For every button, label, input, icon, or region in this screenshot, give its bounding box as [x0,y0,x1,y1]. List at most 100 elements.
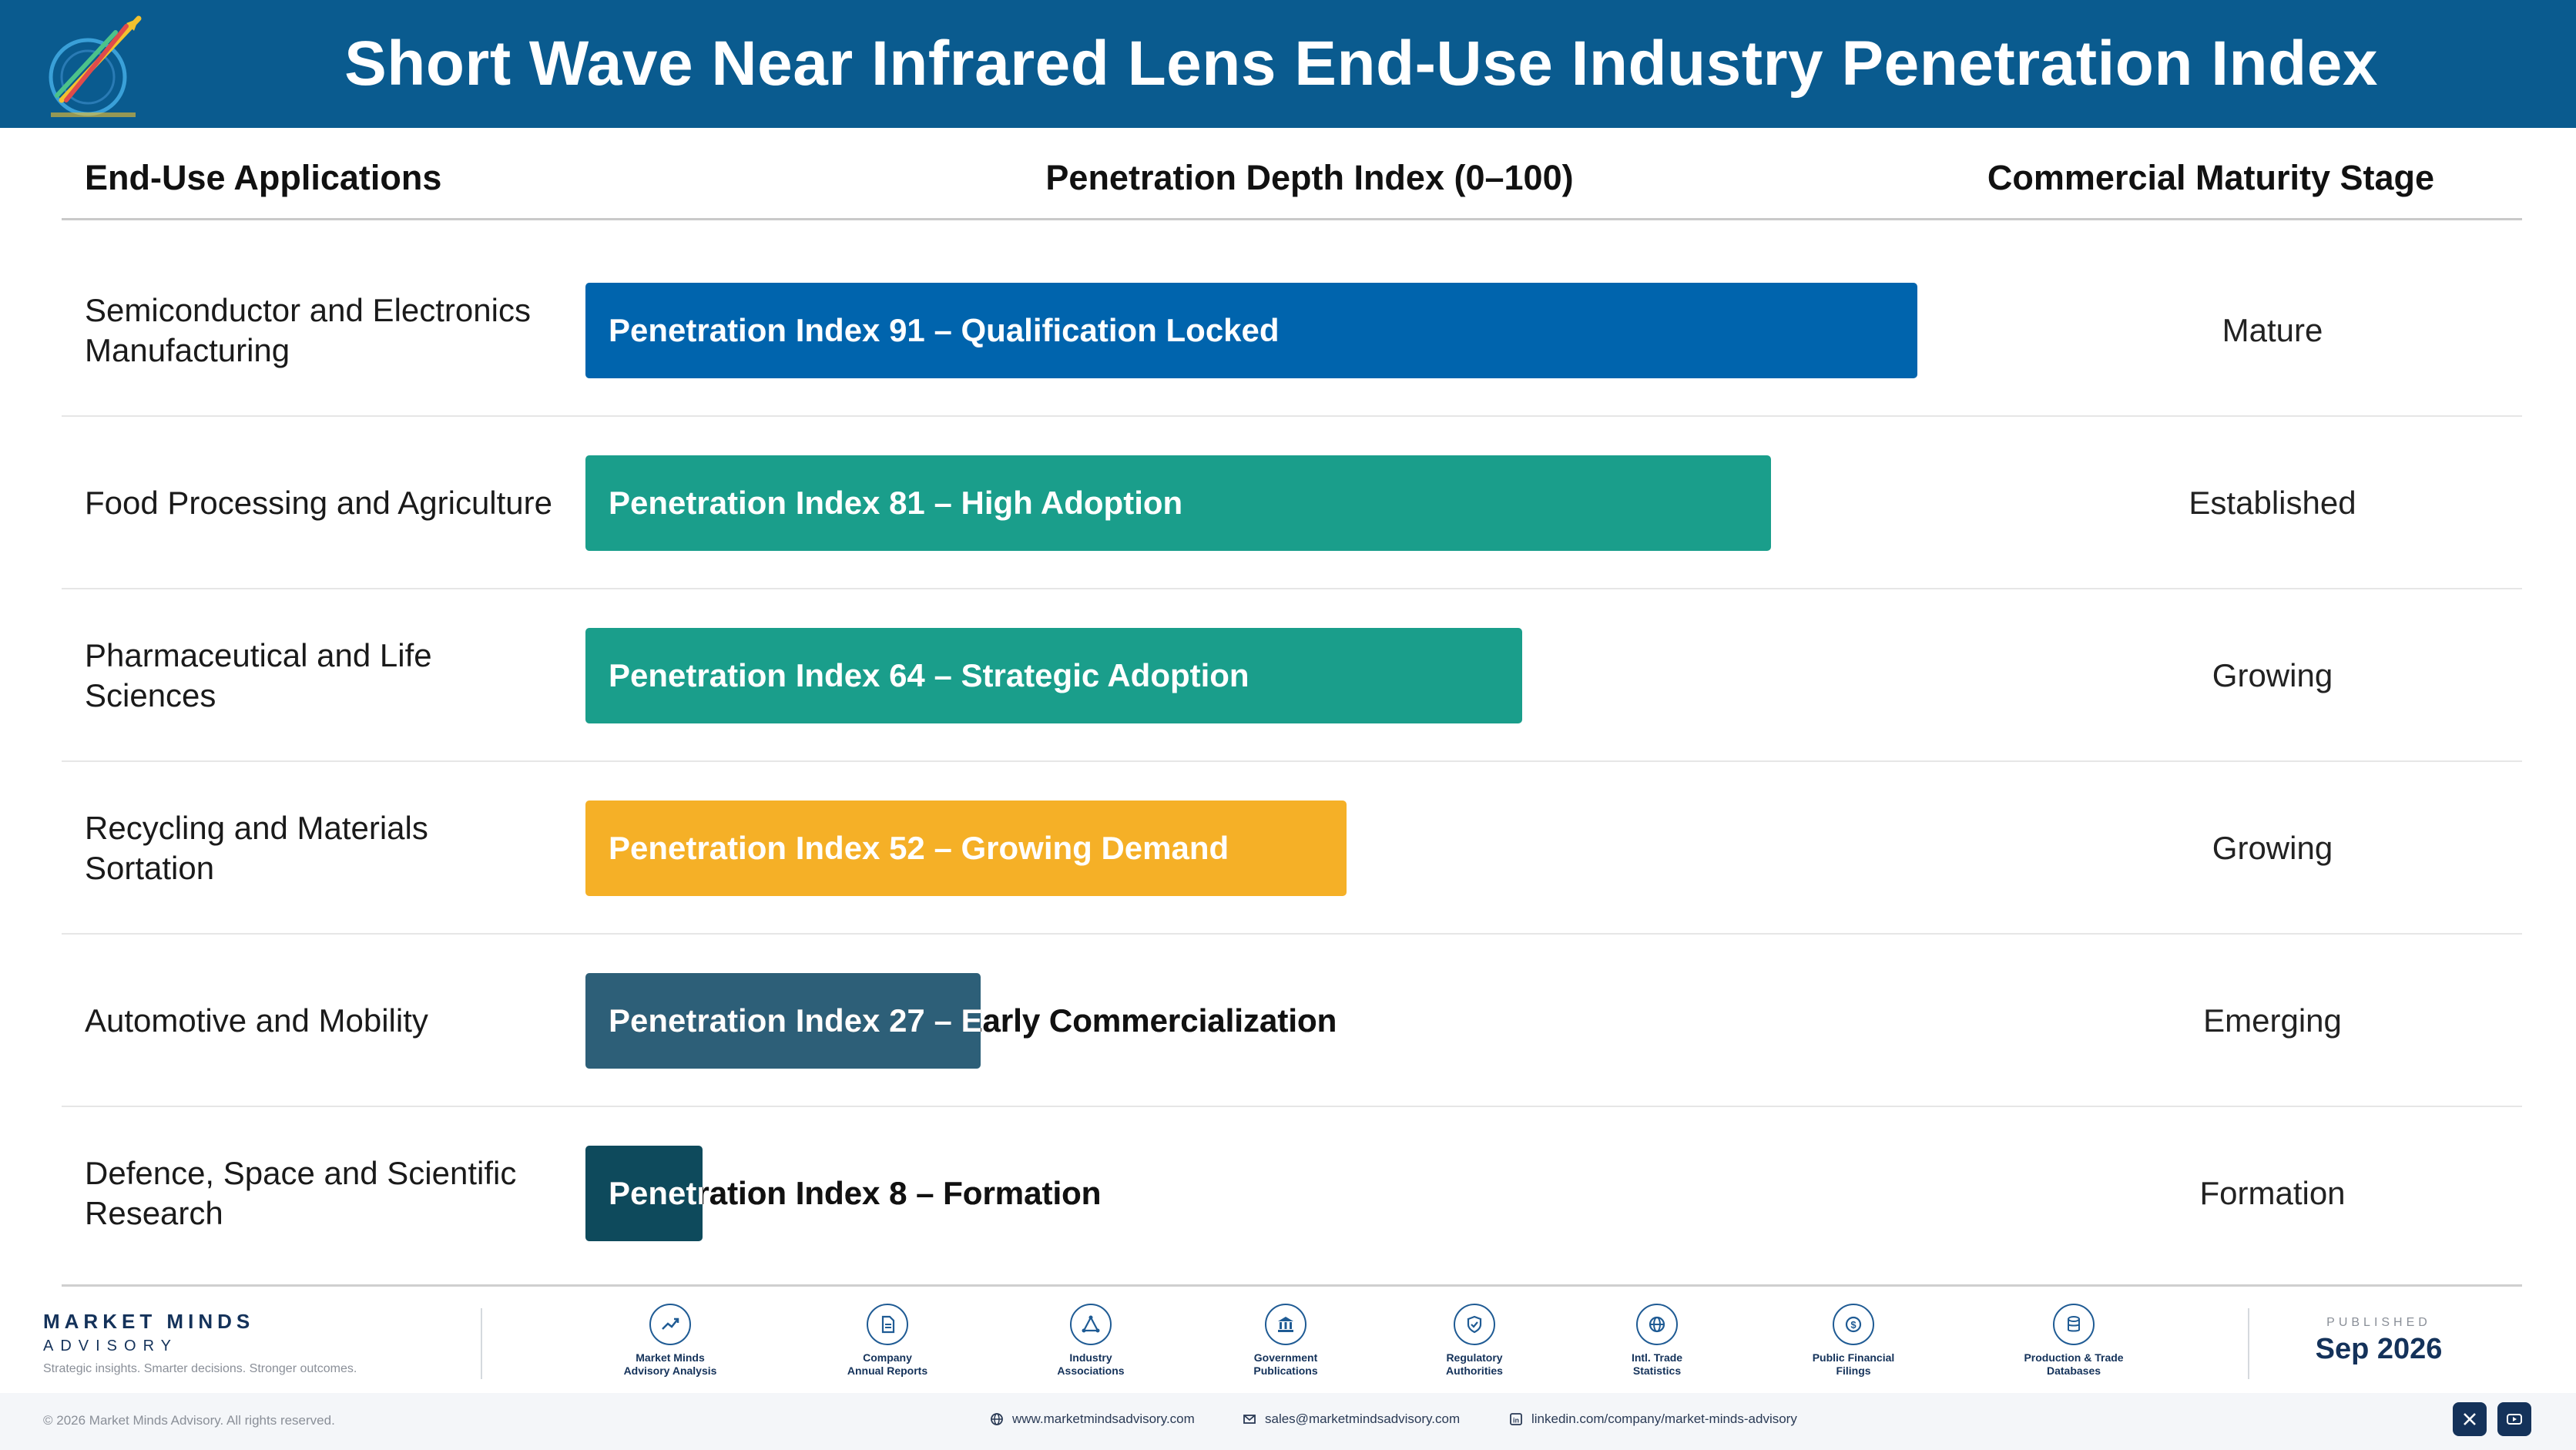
penetration-bar [585,628,1522,723]
website-link[interactable]: www.marketmindsadvisory.com [989,1411,1195,1427]
email-link[interactable]: sales@marketmindsadvisory.com [1242,1411,1460,1427]
source-label: Authorities [1446,1364,1503,1377]
bar-data-label: Penetration Index 81 – High Adoption [609,485,1183,521]
footer: MARKET MINDS ADVISORY Strategic insights… [0,1293,2576,1450]
maturity-stage-label: Established [2189,485,2356,521]
svg-text:$: $ [1850,1319,1857,1331]
source-label: Company [863,1351,912,1364]
trend-chart-icon [649,1304,691,1345]
dollar-coin-icon: $ [1833,1304,1874,1345]
website-text[interactable]: www.marketmindsadvisory.com [1012,1411,1195,1426]
bar-data-label: Penetration Index 91 – Qualification Loc… [609,312,1280,348]
globe-icon [1636,1304,1678,1345]
published-date: Sep 2026 [2315,1333,2443,1365]
footer-divider-left [481,1308,482,1379]
source-item: Industry Associations [1014,1304,1168,1378]
network-icon [1070,1304,1112,1345]
source-item: Company Annual Reports [810,1304,964,1378]
bar-data-label-overlay: Penetration Index 27 – Early Commerciali… [585,973,981,1069]
source-item: $ Public Financial Filings [1776,1304,1930,1378]
source-label: Market Minds [636,1351,705,1364]
source-item: Intl. Trade Statistics [1580,1304,1734,1378]
row-divider [62,1106,2522,1107]
chart-row: Defence, Space and Scientific Research Pe… [62,1107,2522,1280]
maturity-stage-label: Growing [2212,830,2333,866]
source-label: Intl. Trade [1631,1351,1683,1364]
source-item: Government Publications [1209,1304,1363,1378]
bar-data-label-inner: Penetration Index 8 – Formation [609,1175,703,1211]
published-label: PUBLISHED [2326,1316,2431,1329]
penetration-bar [585,455,1771,551]
column-header-applications: End-Use Applications [85,158,442,197]
penetration-bar [585,973,981,1069]
source-label: Industry [1069,1351,1112,1364]
linkedin-icon: in [1510,1413,1522,1425]
bar-data-label: Penetration Index 27 – Early Commerciali… [609,1002,1337,1039]
maturity-stage-label: Growing [2212,657,2333,693]
source-label: Advisory Analysis [623,1364,717,1377]
penetration-bar [585,801,1347,896]
x-icon [2464,1413,2476,1425]
chart-row: Recycling and Materials Sortation Penetra… [62,762,2522,935]
copyright-text: © 2026 Market Minds Advisory. All rights… [43,1413,335,1428]
source-item: Regulatory Authorities [1397,1304,1551,1378]
source-label: Production & Trade [2024,1351,2124,1364]
source-label: Publications [1253,1364,1318,1377]
application-label: Automotive and Mobility [85,1002,428,1039]
source-label: Statistics [1632,1364,1682,1377]
row-divider [62,760,2522,762]
row-divider [62,415,2522,417]
source-label: Filings [1836,1364,1871,1377]
application-label: Defence, Space and Scientific Research [85,1155,517,1231]
mail-icon [1243,1415,1256,1424]
penetration-bar [585,283,1917,378]
source-label: Associations [1057,1364,1125,1377]
linkedin-link[interactable]: in linkedin.com/company/market-minds-adv… [1508,1411,1797,1427]
column-header-index: Penetration Depth Index (0–100) [1045,158,1574,197]
email-text[interactable]: sales@marketmindsadvisory.com [1265,1411,1461,1426]
government-building-icon [1265,1304,1306,1345]
chart-row: Semiconductor and Electronics Manufactur… [62,244,2522,417]
row-divider [62,933,2522,935]
company-logo-icon [49,15,142,117]
x-social-button[interactable] [2453,1402,2487,1436]
brand-name: MARKET MINDS [43,1310,255,1333]
document-icon [867,1304,908,1345]
application-label: Pharmaceutical and Life Sciences [85,637,432,713]
bar-data-label: Penetration Index 8 – Formation [609,1175,1102,1211]
application-label: Semiconductor and Electronics Manufactur… [85,292,531,368]
maturity-stage-label: Mature [2222,312,2323,348]
youtube-social-button[interactable] [2497,1402,2531,1436]
bar-data-label-inner: Penetration Index 27 – Early Commerciali… [609,1002,981,1039]
bar-data-label: Penetration Index 52 – Growing Demand [609,830,1229,866]
bar-data-label-overlay: Penetration Index 8 – Formation [585,1146,703,1241]
maturity-stage-label: Formation [2199,1175,2346,1211]
svg-text:in: in [1513,1417,1519,1425]
bar-data-label: Penetration Index 64 – Strategic Adoptio… [609,657,1249,693]
source-item: Market Minds Advisory Analysis [593,1304,747,1378]
chart-row: Automotive and Mobility Penetration Index… [62,935,2522,1107]
footer-divider-right [2248,1308,2249,1379]
globe-icon [991,1413,1003,1425]
source-label: Public Financial [1812,1351,1895,1364]
chart-row: Food Processing and Agriculture Penetrati… [62,417,2522,589]
source-item: Production & Trade Databases [1997,1304,2151,1378]
source-label: Databases [2046,1364,2101,1377]
penetration-bar [585,1146,703,1241]
column-header-stage: Commercial Maturity Stage [1987,158,2435,197]
chart-bottom-divider [62,1284,2522,1287]
row-divider [62,588,2522,589]
brand-subtitle: ADVISORY [43,1338,178,1354]
linkedin-text[interactable]: linkedin.com/company/market-minds-adviso… [1531,1411,1797,1426]
header-banner: Short Wave Near Infrared Lens End-Use In… [0,0,2576,128]
source-label: Government [1253,1351,1318,1364]
maturity-stage-label: Emerging [2203,1002,2342,1039]
header-divider [62,218,2522,220]
application-label: Recycling and Materials Sortation [85,810,428,886]
database-icon [2053,1304,2095,1345]
youtube-icon [2507,1414,2522,1425]
footer-sources-band: MARKET MINDS ADVISORY Strategic insights… [0,1293,2576,1393]
shield-check-icon [1454,1304,1495,1345]
page-title: Short Wave Near Infrared Lens End-Use In… [344,29,2378,99]
source-label: Annual Reports [847,1364,928,1377]
